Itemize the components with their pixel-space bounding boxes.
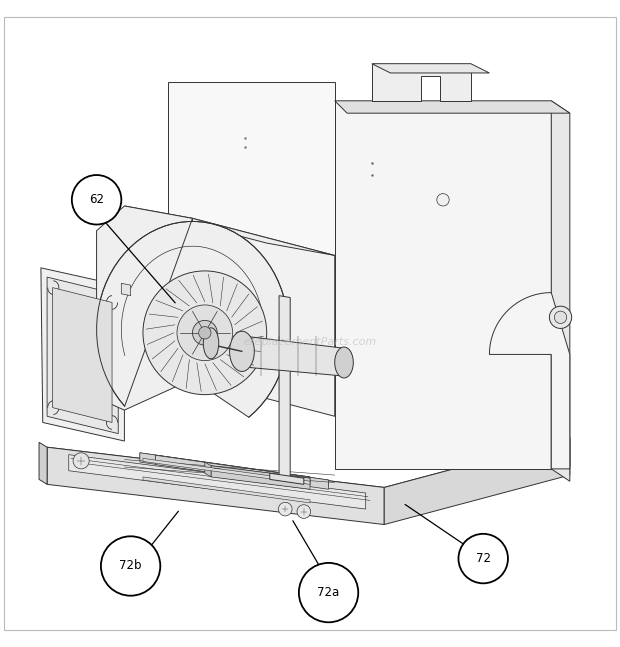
Ellipse shape: [229, 331, 254, 371]
Circle shape: [299, 563, 358, 622]
Polygon shape: [143, 477, 310, 503]
Circle shape: [437, 193, 449, 206]
Circle shape: [101, 536, 161, 596]
Circle shape: [192, 320, 217, 345]
Polygon shape: [143, 458, 310, 485]
Polygon shape: [211, 466, 310, 489]
Circle shape: [198, 327, 211, 339]
Circle shape: [297, 505, 311, 518]
Ellipse shape: [335, 347, 353, 378]
Polygon shape: [69, 455, 366, 509]
Text: ereplacementParts.com: ereplacementParts.com: [244, 337, 376, 347]
Polygon shape: [335, 101, 570, 113]
Polygon shape: [97, 206, 288, 417]
Polygon shape: [551, 101, 570, 481]
Polygon shape: [192, 218, 335, 416]
Polygon shape: [122, 283, 131, 296]
Polygon shape: [47, 277, 118, 433]
Polygon shape: [125, 212, 192, 379]
Polygon shape: [242, 336, 344, 376]
Polygon shape: [205, 462, 211, 477]
Circle shape: [554, 311, 567, 324]
Polygon shape: [47, 438, 570, 515]
Text: 72: 72: [476, 552, 490, 565]
Polygon shape: [156, 455, 329, 489]
Polygon shape: [384, 438, 570, 525]
Polygon shape: [39, 443, 47, 485]
Polygon shape: [53, 288, 112, 422]
Polygon shape: [140, 453, 310, 483]
Circle shape: [72, 175, 122, 225]
Polygon shape: [372, 63, 471, 101]
Polygon shape: [489, 292, 570, 469]
Polygon shape: [168, 82, 335, 274]
Polygon shape: [270, 473, 304, 485]
Text: 72b: 72b: [120, 560, 142, 573]
Circle shape: [177, 305, 232, 360]
Text: 72a: 72a: [317, 586, 340, 599]
Polygon shape: [335, 101, 551, 469]
Polygon shape: [47, 447, 384, 525]
Polygon shape: [279, 296, 290, 481]
Circle shape: [278, 502, 292, 516]
Circle shape: [143, 271, 267, 395]
Polygon shape: [156, 455, 329, 486]
Polygon shape: [140, 453, 310, 486]
Circle shape: [73, 453, 89, 469]
Polygon shape: [41, 268, 125, 441]
Polygon shape: [211, 466, 310, 485]
Circle shape: [458, 534, 508, 584]
Circle shape: [549, 306, 572, 329]
Ellipse shape: [203, 328, 219, 358]
Polygon shape: [125, 206, 335, 256]
Text: 62: 62: [89, 193, 104, 206]
Polygon shape: [372, 63, 489, 73]
